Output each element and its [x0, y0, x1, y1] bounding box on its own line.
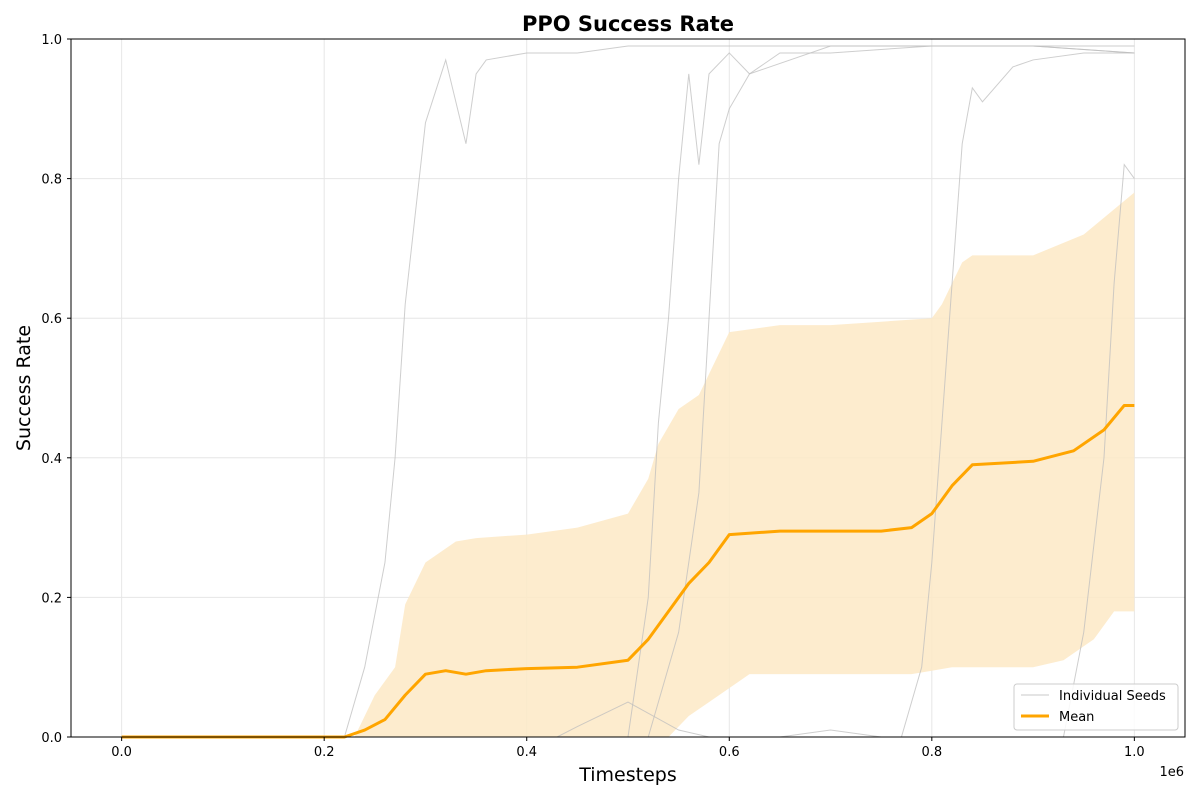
std-band-area [121, 192, 1135, 737]
y-tick-label: 0.4 [41, 452, 62, 467]
x-offset-label: 1e6 [1159, 765, 1184, 780]
legend-box [1013, 683, 1179, 731]
std-band [121, 192, 1135, 737]
seed-line [121, 52, 1135, 738]
legend-mean-label: Mean [1059, 710, 1094, 725]
y-tick-label: 0.6 [41, 312, 62, 327]
x-tick-label: 0.8 [921, 745, 942, 760]
y-axis-label: Success Rate [13, 325, 35, 451]
y-tick-label: 0.0 [41, 731, 62, 746]
x-tick-label: 0.4 [516, 745, 537, 760]
x-axis-label: Timesteps [578, 764, 677, 786]
plot-frame [70, 38, 1186, 738]
x-tick-label: 0.2 [314, 745, 335, 760]
y-tick-label: 1.0 [41, 33, 62, 48]
x-tick-label: 0.6 [719, 745, 740, 760]
x-tick-label: 1.0 [1124, 745, 1145, 760]
mean-line-group [121, 403, 1135, 739]
y-ticks: 0.0 0.2 0.4 0.6 0.8 1.0 [41, 33, 71, 746]
y-tick-label: 0.2 [41, 591, 62, 606]
y-tick-label: 0.8 [41, 173, 62, 188]
seed-line [121, 45, 1135, 738]
seed-line [121, 45, 1135, 738]
mean-line [121, 403, 1135, 739]
chart-title: PPO Success Rate [522, 12, 734, 36]
legend-seeds-label: Individual Seeds [1059, 689, 1166, 704]
x-tick-label: 0.0 [111, 745, 132, 760]
legend: Individual Seeds Mean [1013, 683, 1179, 731]
x-ticks: 0.0 0.2 0.4 0.6 0.8 1.0 [111, 737, 1145, 760]
